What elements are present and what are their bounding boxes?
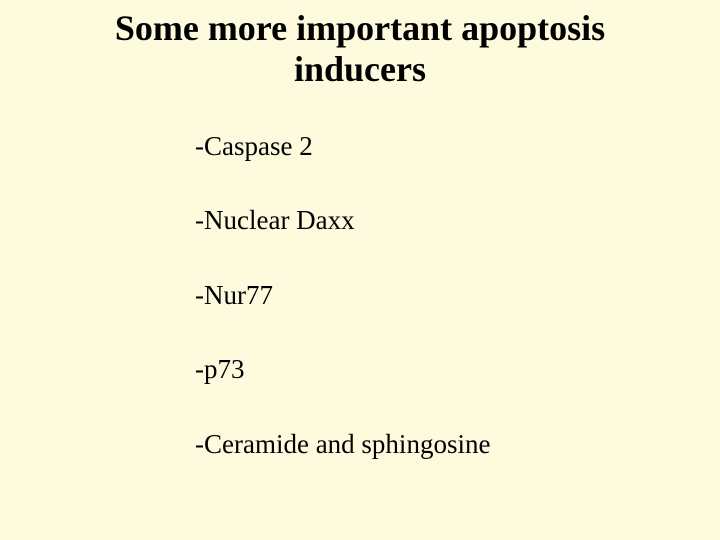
slide-container: Some more important apoptosis inducers -… bbox=[0, 0, 720, 540]
list-item: -Ceramide and sphingosine bbox=[195, 428, 645, 460]
list-item: -Nur77 bbox=[195, 279, 645, 311]
slide-title: Some more important apoptosis inducers bbox=[70, 8, 650, 91]
list-item: -p73 bbox=[195, 353, 645, 385]
bullet-list: -Caspase 2 -Nuclear Daxx -Nur77 -p73 -Ce… bbox=[195, 130, 645, 502]
list-item: -Caspase 2 bbox=[195, 130, 645, 162]
list-item: -Nuclear Daxx bbox=[195, 204, 645, 236]
